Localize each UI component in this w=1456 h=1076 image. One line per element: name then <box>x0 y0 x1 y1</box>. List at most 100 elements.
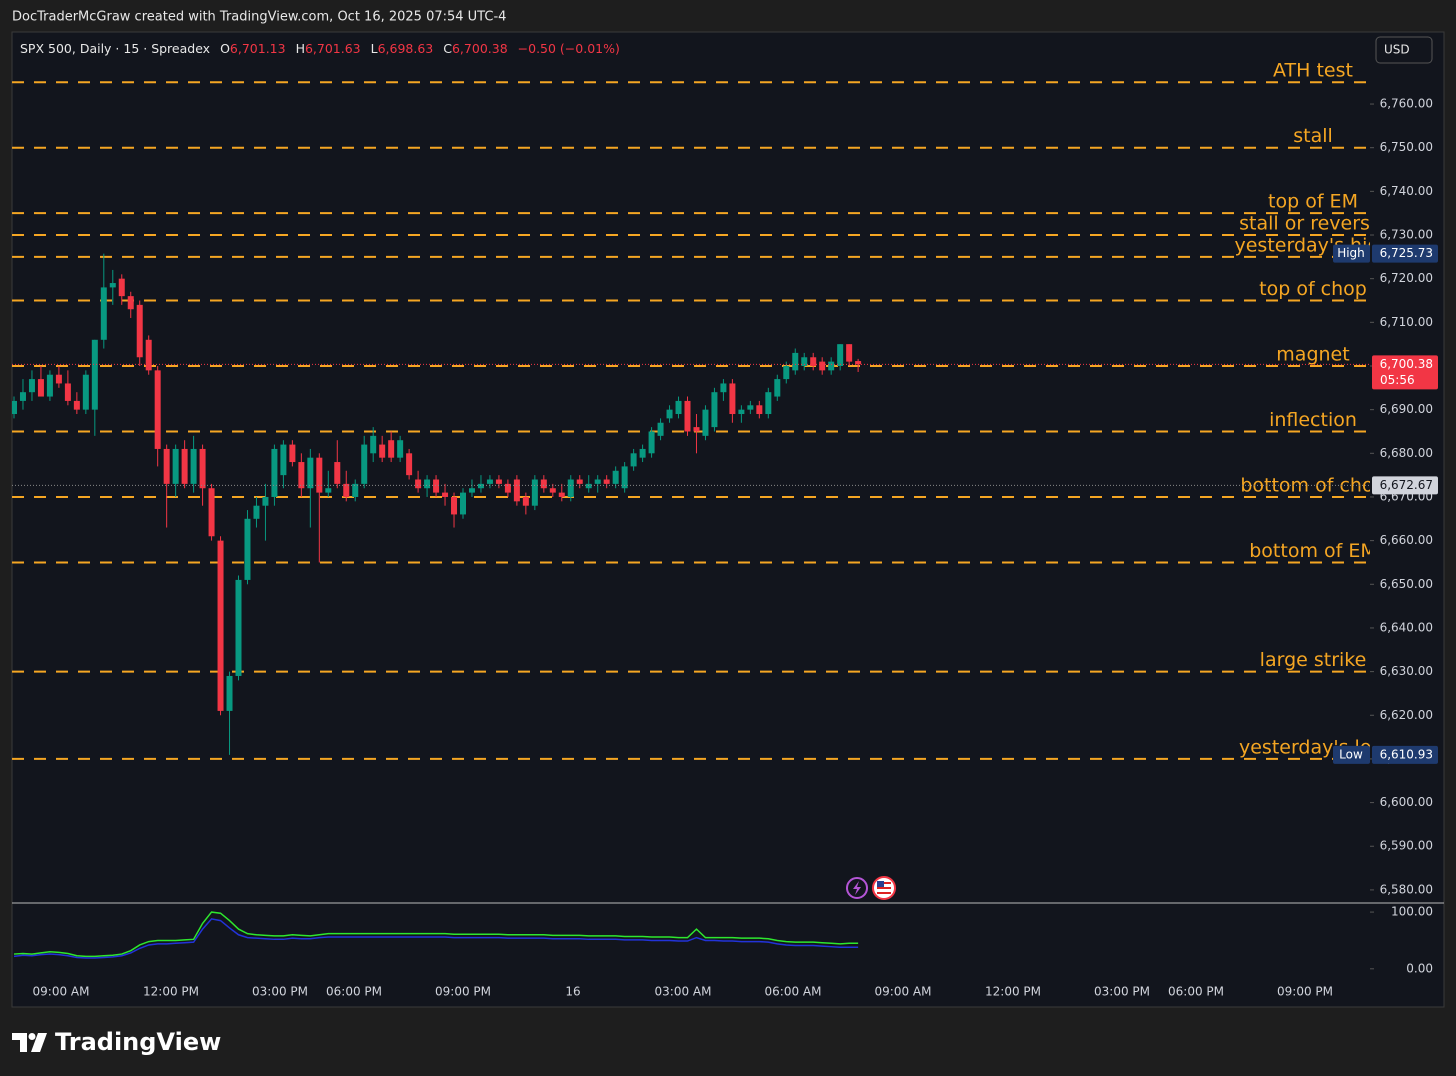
currency-button[interactable] <box>1375 36 1433 64</box>
candle-body <box>280 444 287 476</box>
level-label: ATH test <box>1273 60 1353 82</box>
candle-body <box>199 448 206 489</box>
candle-body <box>657 422 664 436</box>
candle-body <box>630 453 637 467</box>
candle-body <box>325 488 332 493</box>
candle-body <box>352 483 359 497</box>
candle-body <box>235 579 242 676</box>
candle-body <box>190 448 197 484</box>
candle-body <box>100 287 107 340</box>
candle-body <box>603 479 610 484</box>
level-label: top of chop <box>1259 278 1367 300</box>
candle-body <box>226 675 233 711</box>
candle-body <box>765 392 772 415</box>
h-tag: H <box>296 41 305 56</box>
candle-body <box>379 444 386 458</box>
candle-body <box>675 400 682 415</box>
marker-tag-label: High <box>1337 246 1365 260</box>
x-tick-label: 09:00 PM <box>1277 985 1333 999</box>
candle-body <box>46 374 53 397</box>
y-tick-label: 6,590.00 <box>1380 839 1433 853</box>
candle-body <box>567 479 574 497</box>
y-tick-label: 100.00 <box>1391 905 1433 919</box>
candle-body <box>271 448 278 497</box>
price-marker <box>1372 476 1438 495</box>
candle-body <box>343 483 350 497</box>
candle-body <box>756 405 763 415</box>
candle-body <box>208 488 215 537</box>
event-icons <box>846 876 896 900</box>
flag-stripe <box>877 887 891 889</box>
candle-body <box>370 435 377 454</box>
l-tag: L <box>371 41 378 56</box>
price-marker-label: 6,610.93 <box>1380 747 1433 761</box>
x-tick-label: 03:00 PM <box>252 985 308 999</box>
candle-body <box>298 462 305 489</box>
indicator-line <box>13 911 859 958</box>
candle-body <box>118 278 125 297</box>
y-tick-label: 0.00 <box>1406 961 1433 975</box>
candle-body <box>828 361 835 371</box>
y-tick-label: 6,720.00 <box>1380 271 1433 285</box>
candle-body <box>64 383 71 401</box>
o-tag: O <box>220 41 230 56</box>
level-label: large strike <box>1260 649 1367 671</box>
y-tick-label: 6,600.00 <box>1380 795 1433 809</box>
candle-body <box>702 409 709 436</box>
x-tick-label: 16 <box>565 985 580 999</box>
price-marker <box>1372 244 1438 263</box>
candle-body <box>585 483 592 489</box>
candle-body <box>621 466 628 489</box>
price-marker-label: 6,725.73 <box>1380 246 1433 260</box>
y-tick-label: 6,740.00 <box>1380 184 1433 198</box>
x-tick-label: 09:00 PM <box>435 985 491 999</box>
candle-body <box>109 283 116 288</box>
level-label: top of EM <box>1268 191 1358 213</box>
candle-body <box>442 492 449 497</box>
marker-tag <box>1333 745 1370 764</box>
price-marker-label: 6,672.67 <box>1380 478 1433 492</box>
candle-body <box>684 400 691 432</box>
logo-mark <box>31 1033 47 1052</box>
candle-body <box>837 344 844 366</box>
candle-body <box>37 379 44 397</box>
x-tick-label: 06:00 PM <box>1168 985 1224 999</box>
level-label: inflection <box>1269 409 1357 431</box>
candle-body <box>774 379 781 397</box>
currency[interactable]: USD <box>1384 43 1410 57</box>
candle-body <box>747 405 754 410</box>
level-label: stall <box>1293 125 1333 147</box>
price-marker-label: 6,700.38 <box>1380 357 1433 371</box>
candle-body <box>693 427 700 432</box>
chart-frame <box>11 31 1445 1008</box>
candle-body <box>460 492 466 515</box>
candle-body <box>289 444 296 463</box>
candle-body <box>783 365 790 380</box>
candle-body <box>594 479 601 484</box>
candle-body <box>846 344 853 362</box>
candle-body <box>12 400 17 415</box>
candle-body <box>172 448 179 484</box>
candle-body <box>720 383 727 393</box>
y-tick-label: 6,680.00 <box>1380 446 1433 460</box>
candle-body <box>792 352 799 371</box>
l-value: 6,698.63 <box>378 41 434 56</box>
candle-body <box>504 483 511 493</box>
candle-body <box>82 374 89 410</box>
marker-tag <box>1333 244 1370 263</box>
x-tick-label: 12:00 PM <box>985 985 1041 999</box>
candle-body <box>468 488 475 493</box>
candle-body <box>262 496 269 506</box>
candle-body <box>91 339 98 410</box>
candle-body <box>549 488 556 493</box>
y-tick-label: 6,710.00 <box>1380 315 1433 329</box>
candle-body <box>136 304 143 358</box>
x-tick-label: 09:00 AM <box>33 985 90 999</box>
candle-body <box>855 361 862 365</box>
candle-body <box>666 409 673 419</box>
candle-body <box>810 357 817 366</box>
o-value: 6,701.13 <box>230 41 286 56</box>
y-tick-label: 6,580.00 <box>1380 882 1433 896</box>
